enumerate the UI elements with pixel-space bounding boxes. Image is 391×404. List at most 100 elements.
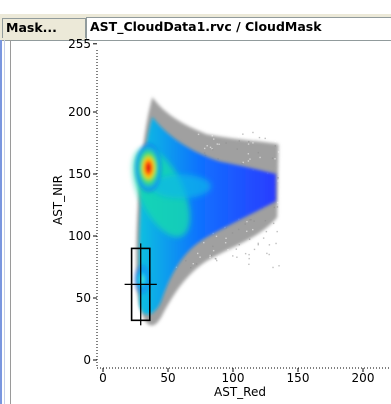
speckle — [211, 148, 214, 151]
speckle — [195, 263, 198, 265]
speckle — [225, 237, 227, 240]
speckle — [225, 142, 227, 144]
speckle — [238, 244, 240, 246]
speckle — [238, 258, 240, 261]
speckle — [218, 143, 220, 145]
speckle — [274, 140, 276, 142]
speckle — [244, 252, 247, 255]
speckle — [275, 242, 277, 245]
speckle — [218, 256, 220, 258]
speckle — [240, 248, 242, 251]
x-axis-label: AST_Red — [214, 385, 266, 399]
speckle — [237, 228, 240, 231]
speckle — [225, 227, 227, 229]
speckle — [209, 146, 212, 149]
speckle — [257, 242, 259, 245]
speckle — [196, 252, 199, 255]
speckle — [264, 220, 267, 222]
speckle — [275, 255, 277, 258]
selection-box[interactable] — [124, 243, 157, 326]
left-border-edge — [10, 40, 11, 404]
speckle — [272, 225, 274, 227]
speckle — [190, 266, 192, 269]
speckle — [249, 158, 251, 160]
y-tick-label: 100 — [68, 229, 91, 243]
speckle — [268, 251, 270, 253]
speckle — [224, 242, 227, 244]
speckle — [277, 201, 279, 204]
speckle — [224, 226, 226, 229]
speckle — [185, 260, 187, 262]
density-peak-high — [134, 141, 163, 194]
speckle — [210, 254, 213, 257]
left-border — [0, 40, 2, 404]
speckle — [211, 135, 214, 137]
speckle — [272, 222, 275, 225]
speckle — [248, 140, 250, 143]
speckle — [262, 237, 265, 239]
speckle — [212, 249, 215, 252]
density-ridge-arm — [151, 174, 211, 199]
y-tick-label: 255 — [68, 37, 91, 51]
speckle — [257, 243, 259, 246]
speckle — [244, 223, 246, 225]
x-tick-label: 0 — [99, 371, 107, 385]
speckle — [266, 252, 268, 255]
speckle — [277, 180, 279, 182]
speckle — [237, 135, 240, 138]
speckle — [197, 133, 200, 136]
speckle — [247, 160, 250, 162]
speckle — [248, 263, 250, 266]
speckle — [248, 257, 250, 260]
tab-cloud-data[interactable]: AST_CloudData1.rvc / CloudMask — [86, 17, 391, 40]
speckle — [192, 262, 194, 265]
speckle — [278, 265, 280, 267]
speckle — [253, 248, 256, 251]
speckle — [268, 253, 270, 256]
speckle — [270, 262, 272, 264]
speckle — [277, 151, 280, 153]
speckle — [241, 162, 243, 164]
speckle — [215, 235, 218, 238]
tick-labels: 0501001502002550501001502002 — [68, 37, 375, 385]
tab-mask[interactable]: Mask... — [2, 18, 86, 38]
speckle — [252, 131, 254, 134]
speckle — [231, 232, 234, 234]
speckle — [242, 133, 244, 135]
speckle — [214, 257, 217, 260]
x-tick-label: 150 — [287, 371, 310, 385]
speckle — [212, 245, 214, 248]
speckle — [216, 143, 219, 145]
speckle — [250, 219, 252, 221]
speckle — [242, 161, 244, 164]
speckle — [213, 138, 215, 140]
y-axis-label: AST_NIR — [51, 175, 65, 225]
speckle — [246, 220, 248, 223]
y-tick-label: 0 — [83, 353, 91, 367]
speckle — [247, 153, 250, 155]
speckle — [247, 143, 250, 145]
speckle — [276, 230, 278, 233]
speckle — [232, 255, 234, 257]
speckle — [259, 156, 261, 159]
speckle — [248, 253, 250, 256]
x-tick-label: 100 — [222, 371, 245, 385]
speckle — [235, 248, 238, 250]
density-cloud — [133, 97, 280, 326]
y-tick-label: 150 — [68, 167, 91, 181]
speckle — [272, 266, 274, 269]
speckle — [236, 256, 238, 258]
x-tick-label: 200 — [352, 371, 375, 385]
density-peak-low — [133, 263, 151, 296]
speckle — [217, 158, 219, 160]
speckle — [276, 206, 279, 208]
speckle — [253, 220, 255, 222]
speckle — [216, 259, 218, 262]
speckle — [203, 147, 206, 150]
density-body — [139, 116, 276, 315]
speckle — [274, 145, 276, 147]
speckle — [203, 241, 205, 244]
speckle — [273, 206, 276, 209]
speckle — [252, 142, 254, 144]
